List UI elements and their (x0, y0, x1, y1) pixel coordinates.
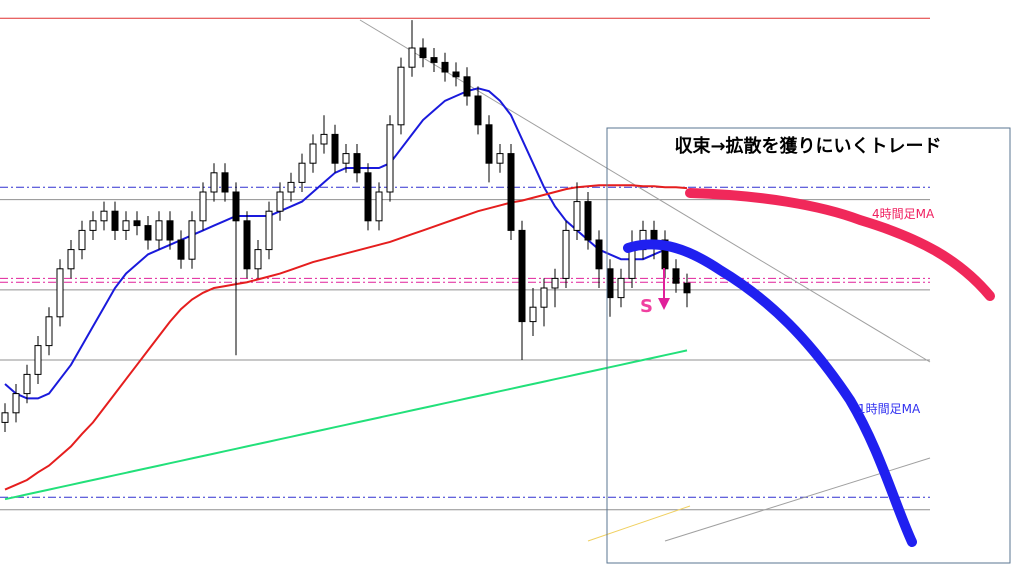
candle-body (56, 268, 64, 318)
candle-body (441, 61, 449, 73)
candle-body (683, 282, 691, 294)
candle-body (617, 277, 625, 299)
moving-average (4, 349, 688, 501)
candle-body (199, 191, 207, 222)
candle-body (342, 153, 350, 164)
candle-body (320, 133, 328, 145)
candle-body (551, 277, 559, 289)
candle-body (419, 47, 427, 59)
candle-body (210, 172, 218, 193)
candle-body (452, 71, 460, 78)
candle-body (122, 220, 130, 231)
candle-body (34, 345, 42, 375)
candle-body (496, 153, 504, 164)
candle-body (188, 220, 196, 260)
candle-body (507, 153, 515, 231)
candle-body (353, 153, 361, 174)
candle-body (485, 124, 493, 164)
signal-label: S (640, 296, 653, 317)
candle-body (298, 162, 306, 183)
candle-body (430, 57, 438, 63)
candle-body (595, 239, 603, 270)
candle-body (1, 412, 9, 423)
moving-average (4, 87, 687, 400)
candle-body (364, 172, 372, 222)
candle-body (309, 143, 317, 164)
candle-body (375, 191, 383, 222)
trend-line (587, 505, 691, 542)
candle-body (386, 124, 394, 193)
candle-body (276, 191, 284, 212)
projection-4h (685, 188, 995, 301)
candle-body (12, 393, 20, 414)
candle-body (331, 133, 339, 164)
candle-body (45, 316, 53, 347)
candle-body (265, 210, 273, 251)
moving-average (4, 184, 688, 491)
candle-body (397, 66, 405, 126)
chart-title: 収束→拡散を獲りにいくトレード (674, 135, 941, 157)
candle-body (254, 249, 262, 270)
annotation-4h: 4時間足MA (872, 207, 935, 221)
candle-body (221, 172, 229, 193)
focus-box (606, 127, 1011, 564)
candle-body (166, 220, 174, 241)
candle-body (232, 191, 240, 222)
candle-body (628, 249, 636, 279)
candle-body (133, 220, 141, 227)
candle-body (177, 239, 185, 260)
candle-body (100, 210, 108, 222)
candle-body (650, 229, 658, 241)
candle-body (155, 220, 163, 241)
candle-body (518, 229, 526, 323)
candle-body (67, 249, 75, 270)
candle-body (243, 220, 251, 270)
signal-arrowhead (658, 298, 670, 310)
candle-body (529, 306, 537, 323)
candle-body (672, 268, 680, 284)
candle-body (89, 220, 97, 231)
candle-body (408, 47, 416, 68)
candle-body (144, 225, 152, 241)
candle-body (474, 95, 482, 126)
candle-body (78, 229, 86, 251)
candle-body (287, 181, 295, 193)
candle-body (111, 210, 119, 231)
candle-body (606, 268, 614, 299)
candle-body (562, 229, 570, 279)
candle-body (584, 201, 592, 241)
candle-body (463, 76, 471, 97)
candle-body (540, 287, 548, 308)
annotation-1h: 1時間足MA (858, 402, 921, 416)
candle-body (23, 373, 31, 395)
candle-body (573, 201, 581, 231)
projection-1h (623, 239, 917, 547)
